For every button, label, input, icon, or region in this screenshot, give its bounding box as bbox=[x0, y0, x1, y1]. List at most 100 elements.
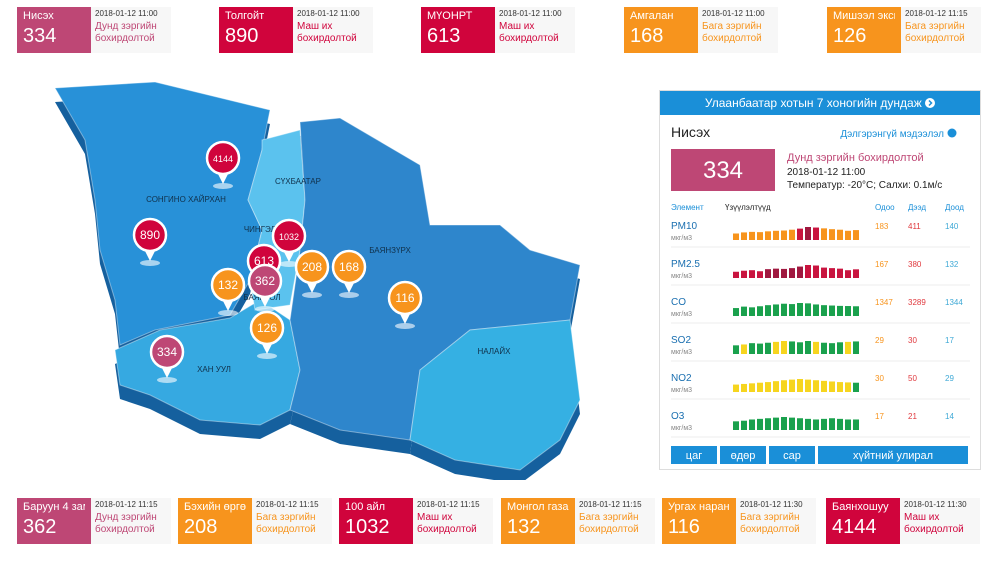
station-time: 2018-01-12 11:00 bbox=[499, 9, 562, 18]
button-label: хүйтний улирал bbox=[853, 450, 933, 462]
station-card[interactable]: Амгалан 168 2018-01-12 11:00 Бага зэргийн б… bbox=[624, 7, 778, 53]
history-bar bbox=[805, 341, 811, 354]
station-name: Баянхошуу bbox=[832, 501, 889, 513]
station-card[interactable]: Монгол газар 132 2018-01-12 11:15 Бага зэрг… bbox=[501, 498, 655, 544]
station-card[interactable]: Баруун 4 зам 362 2018-01-12 11:15 Дунд зэрг… bbox=[17, 498, 171, 544]
history-bar bbox=[837, 268, 843, 278]
history-bar bbox=[773, 341, 779, 354]
arrow-icon bbox=[925, 98, 936, 108]
button-label: сар bbox=[783, 450, 801, 462]
pin-value: 116 bbox=[395, 291, 414, 305]
history-bar bbox=[797, 228, 803, 240]
panel-header[interactable]: Улаанбаатар хотын 7 хоногийн дундаж bbox=[660, 91, 980, 115]
station-info: 2018-01-12 11:00 Дунд зэргийн бохирдолтой bbox=[91, 7, 171, 53]
district-label: СҮХБААТАР bbox=[275, 177, 321, 186]
column-header: Дээд bbox=[908, 203, 926, 212]
station-block: Баянхошуу 4144 bbox=[826, 498, 900, 544]
station-name: 100 айл bbox=[345, 501, 386, 513]
history-bar bbox=[837, 229, 843, 240]
history-bar bbox=[845, 306, 851, 316]
history-bar bbox=[781, 417, 787, 430]
history-bar bbox=[781, 341, 787, 354]
history-bar bbox=[733, 271, 739, 278]
element-name: NO2 bbox=[671, 373, 692, 384]
history-bar bbox=[813, 304, 819, 316]
history-bar bbox=[781, 303, 787, 316]
station-info: 2018-01-12 11:15 Маш их бохирдолтой bbox=[413, 498, 493, 544]
station-card[interactable]: Баянхошуу 4144 2018-01-12 11:30 Маш их бохи… bbox=[826, 498, 980, 544]
station-info: 2018-01-12 11:30 Маш их бохирдолтой bbox=[900, 498, 980, 544]
station-block: Мишээл экспо 126 bbox=[827, 7, 901, 53]
value-now: 167 bbox=[875, 260, 889, 269]
value-now: 17 bbox=[875, 412, 884, 421]
history-bar bbox=[749, 307, 755, 316]
station-card[interactable]: МҮОНРТ 613 2018-01-12 11:00 Маш их бохирдол… bbox=[421, 7, 575, 53]
period-button[interactable]: хүйтний улирал bbox=[818, 446, 968, 464]
station-level: Маш их бохирдолтой bbox=[417, 512, 477, 535]
station-level: Маш их бохирдолтой bbox=[499, 21, 559, 44]
value-min: 1344 bbox=[945, 298, 963, 307]
station-level: Бага зэргийн бохирдолтой bbox=[702, 21, 762, 44]
station-name: Нисэх bbox=[23, 10, 54, 22]
history-bar bbox=[749, 383, 755, 392]
pin-value: 890 bbox=[140, 228, 160, 242]
panel-weather: Температур: -20°C; Салхи: 0.1м/с bbox=[787, 180, 942, 191]
pin-value: 1032 bbox=[279, 232, 299, 242]
history-bar bbox=[853, 341, 859, 354]
period-button[interactable]: өдөр bbox=[720, 446, 766, 464]
map-pin[interactable]: 362 bbox=[247, 263, 283, 312]
station-time: 2018-01-12 11:15 bbox=[905, 9, 968, 18]
pin-value: 132 bbox=[218, 278, 238, 292]
district-label: ХАН УУЛ bbox=[197, 365, 231, 374]
history-bar bbox=[853, 230, 859, 240]
station-card[interactable]: 100 айл 1032 2018-01-12 11:15 Маш их бохирд… bbox=[339, 498, 493, 544]
station-card[interactable]: Ургах наран 116 2018-01-12 11:30 Бага зэрги… bbox=[662, 498, 816, 544]
station-time: 2018-01-12 11:15 bbox=[417, 500, 480, 509]
details-link[interactable]: Дэлгэрэнгүй мэдээлэл bbox=[840, 129, 944, 140]
pin-value: 362 bbox=[255, 274, 275, 288]
pin-shadow bbox=[279, 261, 299, 267]
map-pin[interactable]: 132 bbox=[210, 267, 246, 316]
map-pin[interactable]: 208 bbox=[294, 249, 330, 298]
column-header: Элемент bbox=[671, 203, 704, 212]
period-button[interactable]: цаг bbox=[671, 446, 717, 464]
panel-station: Нисэх bbox=[671, 124, 710, 140]
period-button[interactable]: сар bbox=[769, 446, 815, 464]
history-bar bbox=[813, 341, 819, 354]
map-pin[interactable]: 168 bbox=[331, 249, 367, 298]
station-card[interactable]: Бэхийн өргөө 208 2018-01-12 11:15 Бага зэрг… bbox=[178, 498, 332, 544]
station-level: Дунд зэргийн бохирдолтой bbox=[95, 512, 157, 535]
value-min: 132 bbox=[945, 260, 959, 269]
history-bar bbox=[805, 265, 811, 278]
map-pin[interactable]: 116 bbox=[387, 280, 423, 329]
history-bar bbox=[853, 306, 859, 316]
station-block: Амгалан 168 bbox=[624, 7, 698, 53]
history-bar bbox=[789, 417, 795, 430]
history-bar bbox=[853, 382, 859, 392]
station-name: Толгойт bbox=[225, 10, 265, 22]
map-pin[interactable]: 334 bbox=[149, 334, 185, 383]
history-bar bbox=[837, 382, 843, 392]
map-pin[interactable]: 1032 bbox=[271, 218, 307, 267]
history-bar bbox=[757, 232, 763, 240]
station-card[interactable]: Толгойт 890 2018-01-12 11:00 Маш их бохирдо… bbox=[219, 7, 373, 53]
station-info: 2018-01-12 11:30 Бага зэргийн бохирдолтой bbox=[736, 498, 816, 544]
history-bar bbox=[741, 232, 747, 240]
map-pin[interactable]: 4144 bbox=[205, 140, 241, 189]
map-pin[interactable]: 890 bbox=[132, 217, 168, 266]
history-bar bbox=[773, 268, 779, 278]
station-card[interactable]: Мишээл экспо 126 2018-01-12 11:15 Бага зэрг… bbox=[827, 7, 981, 53]
history-bar bbox=[765, 305, 771, 316]
history-bar bbox=[829, 381, 835, 392]
station-card[interactable]: Нисэх 334 2018-01-12 11:00 Дунд зэргийн бох… bbox=[17, 7, 171, 53]
station-info: 2018-01-12 11:15 Дунд зэргийн бохирдолтой bbox=[91, 498, 171, 544]
history-bar bbox=[845, 270, 851, 278]
pin-shadow bbox=[157, 377, 177, 383]
value-max: 411 bbox=[908, 222, 921, 231]
history-bar bbox=[797, 266, 803, 278]
history-bar bbox=[789, 229, 795, 240]
station-time: 2018-01-12 11:00 bbox=[95, 9, 158, 18]
map-pin[interactable]: 126 bbox=[249, 310, 285, 359]
history-bar bbox=[733, 308, 739, 316]
